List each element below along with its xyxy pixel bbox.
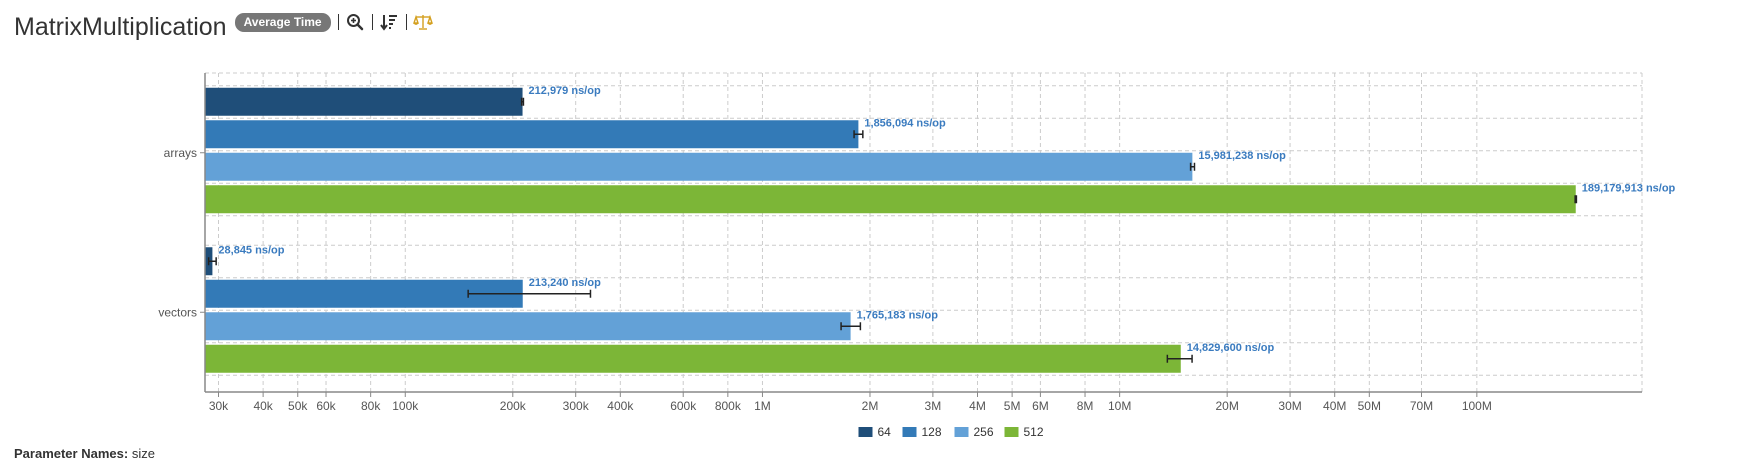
x-tick-label: 600k xyxy=(670,399,697,413)
category-label-vectors: vectors xyxy=(158,305,197,319)
bar-vectors-256 xyxy=(205,312,851,341)
bar-arrays-512 xyxy=(205,185,1576,214)
x-tick-label: 20M xyxy=(1215,399,1238,413)
x-tick-label: 400k xyxy=(607,399,634,413)
data-label: 28,845 ns/op xyxy=(218,244,284,256)
x-tick-label: 40M xyxy=(1323,399,1346,413)
parameter-names-value: size xyxy=(131,446,155,461)
x-tick-label: 40k xyxy=(253,399,273,413)
category-label-arrays: arrays xyxy=(164,146,197,160)
x-tick-label: 3M xyxy=(925,399,942,413)
balance-icon[interactable] xyxy=(412,12,433,32)
x-tick-label: 800k xyxy=(715,399,742,413)
x-tick-label: 50k xyxy=(288,399,308,413)
toolbar-divider xyxy=(371,14,373,30)
data-label: 212,979 ns/op xyxy=(529,85,601,97)
x-tick-label: 6M xyxy=(1032,399,1049,413)
page-title: MatrixMultiplication xyxy=(14,12,227,41)
bar-arrays-128 xyxy=(205,120,859,149)
legend-item-512: 512 xyxy=(1004,425,1044,439)
x-tick-label: 10M xyxy=(1108,399,1131,413)
x-tick-label: 100k xyxy=(392,399,419,413)
grid-lines xyxy=(205,72,1643,392)
x-tick-label: 8M xyxy=(1077,399,1094,413)
legend-swatch xyxy=(1004,427,1019,437)
sort-icon[interactable] xyxy=(379,12,399,32)
legend-label: 128 xyxy=(922,425,942,439)
chart-header: MatrixMultiplication Average Time xyxy=(14,10,433,44)
legend: 64 128 256 512 xyxy=(858,425,1044,439)
data-label: 213,240 ns/op xyxy=(529,277,601,289)
toolbar-divider xyxy=(337,14,339,30)
bar-arrays-64 xyxy=(205,87,523,116)
mode-badge: Average Time xyxy=(234,12,331,32)
x-tick-label: 300k xyxy=(563,399,590,413)
parameter-names-label: Parameter Names: xyxy=(14,446,129,461)
legend-item-128: 128 xyxy=(902,425,942,439)
x-tick-label: 100M xyxy=(1462,399,1492,413)
x-tick-label: 5M xyxy=(1004,399,1021,413)
bars xyxy=(205,87,1578,373)
x-tick-label: 200k xyxy=(500,399,527,413)
legend-label: 64 xyxy=(878,425,892,439)
legend-swatch xyxy=(902,427,917,437)
x-tick-label: 60k xyxy=(316,399,336,413)
legend-item-64: 64 xyxy=(858,425,892,439)
legend-label: 256 xyxy=(974,425,994,439)
bar-arrays-256 xyxy=(205,152,1193,181)
x-tick-label: 70M xyxy=(1410,399,1433,413)
bar-vectors-512 xyxy=(205,344,1181,373)
data-label: 14,829,600 ns/op xyxy=(1187,342,1275,354)
legend-label: 512 xyxy=(1024,425,1044,439)
x-tick-label: 4M xyxy=(969,399,986,413)
zoom-icon[interactable] xyxy=(345,12,365,32)
x-tick-label: 2M xyxy=(862,399,879,413)
data-label: 189,179,913 ns/op xyxy=(1582,182,1676,194)
x-tick-label: 30M xyxy=(1278,399,1301,413)
legend-item-256: 256 xyxy=(954,425,994,439)
axes: 30k 40k 50k 60k 80k 100k 200k 300k 400k 600k 800k 1… xyxy=(158,73,1642,413)
x-tick-label: 30k xyxy=(209,399,229,413)
data-label: 1,856,094 ns/op xyxy=(864,117,946,129)
toolbar-divider xyxy=(405,14,407,30)
x-tick-label: 50M xyxy=(1358,399,1381,413)
legend-swatch xyxy=(858,427,873,437)
data-labels: 212,979 ns/op 1,856,094 ns/op 15,981,238 n… xyxy=(218,85,1675,354)
data-label: 1,765,183 ns/op xyxy=(857,309,939,321)
legend-swatch xyxy=(954,427,969,437)
data-label: 15,981,238 ns/op xyxy=(1198,150,1286,162)
x-tick-label: 1M xyxy=(754,399,771,413)
parameter-names: Parameter Names: size xyxy=(14,446,155,461)
x-tick-label: 80k xyxy=(361,399,381,413)
